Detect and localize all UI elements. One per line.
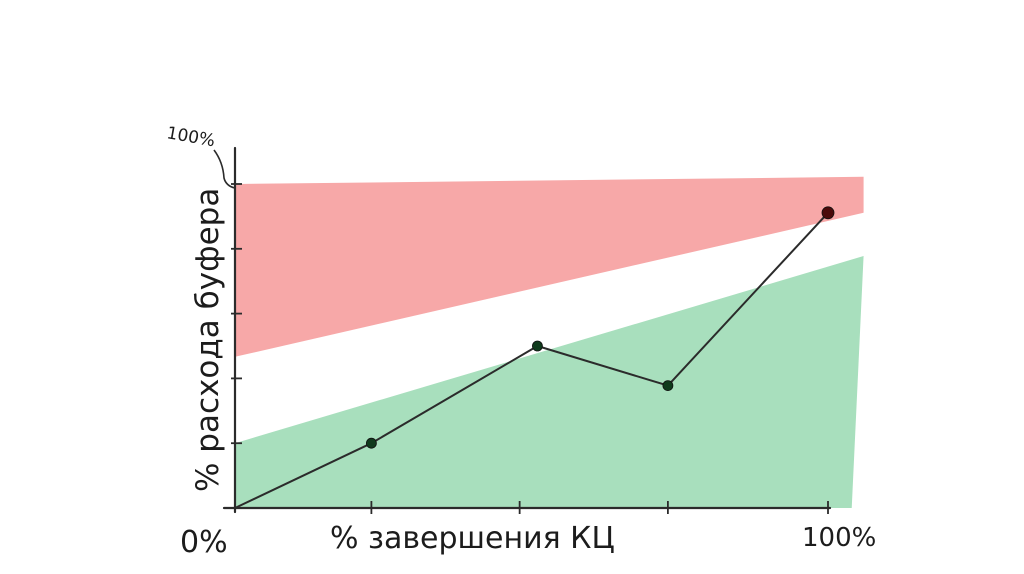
data-point xyxy=(532,340,543,352)
data-point xyxy=(662,380,674,392)
ticks-layer xyxy=(231,183,829,514)
series-layer xyxy=(234,206,835,509)
x-max-label: 100% xyxy=(802,523,876,553)
data-point xyxy=(365,437,377,449)
y-axis-label: % расхода буфера xyxy=(190,188,226,492)
x-axis-label: % завершения КЦ xyxy=(330,521,615,556)
zone-green xyxy=(235,256,864,508)
zone-red xyxy=(235,176,864,357)
y-max-label: 100% xyxy=(165,123,216,151)
data-point xyxy=(821,206,835,220)
axes-layer xyxy=(222,146,832,514)
zones-layer xyxy=(235,176,864,508)
x-min-label: 0% xyxy=(180,525,228,560)
y-max-connector xyxy=(213,149,236,189)
